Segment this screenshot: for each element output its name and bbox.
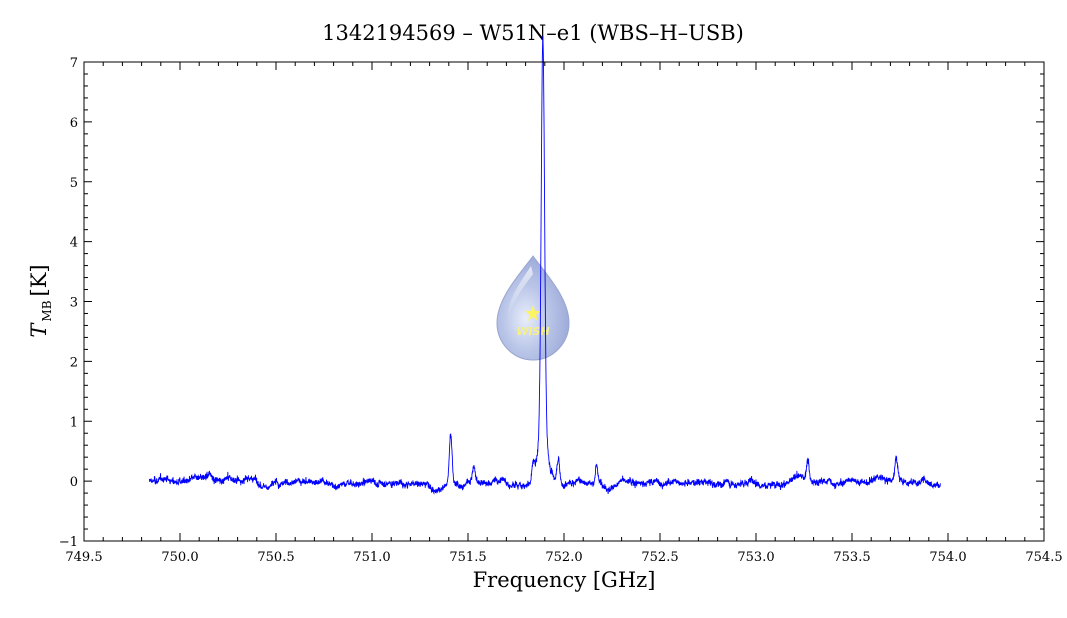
x-tick-label: 754.0 <box>929 550 966 565</box>
y-tick-label: 6 <box>70 116 78 131</box>
x-tick-label: 750.5 <box>257 550 294 565</box>
x-tick-label: 750.0 <box>161 550 198 565</box>
y-tick-label: 1 <box>70 415 78 430</box>
y-axis-symbol: T <box>27 322 51 338</box>
y-tick-label: −1 <box>59 535 78 550</box>
y-tick-label: 2 <box>70 355 78 370</box>
x-tick-label: 752.5 <box>641 550 678 565</box>
y-axis-title: TMB [K] <box>27 264 54 337</box>
x-tick-label: 751.5 <box>449 550 486 565</box>
x-tick-label: 752.0 <box>545 550 582 565</box>
star-icon <box>525 305 541 321</box>
y-axis: −1 0 1 2 3 4 5 6 7 <box>59 56 1044 550</box>
x-tick-label: 754.5 <box>1025 550 1062 565</box>
y-tick-label: 7 <box>70 56 78 71</box>
watermark-text: WISH <box>516 325 549 338</box>
y-tick-label: 4 <box>70 236 78 251</box>
y-axis-subscript: MB <box>40 300 54 321</box>
chart-title: 1342194569 – W51N–e1 (WBS–H–USB) <box>322 21 744 45</box>
x-tick-label: 753.0 <box>737 550 774 565</box>
x-tick-label: 753.5 <box>833 550 870 565</box>
y-tick-label: 5 <box>70 176 78 191</box>
y-axis-unit: [K] <box>27 264 51 296</box>
spectrum-line <box>148 35 941 495</box>
spectrum-layer <box>148 35 941 495</box>
y-tick-label: 0 <box>70 475 78 490</box>
y-tick-label: 3 <box>70 296 78 311</box>
x-axis: 749.5 750.0 750.5 751.0 751.5 752.0 752.5 753.0… <box>65 62 1063 565</box>
wish-logo: WISH <box>496 255 570 361</box>
x-tick-label: 749.5 <box>65 550 102 565</box>
x-tick-label: 751.0 <box>353 550 390 565</box>
x-axis-title: Frequency [GHz] <box>473 568 656 592</box>
